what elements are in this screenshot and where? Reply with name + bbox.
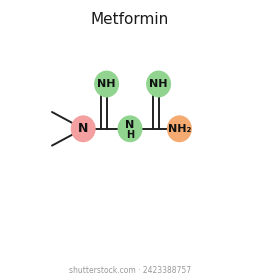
Circle shape	[146, 71, 171, 97]
Text: NH: NH	[149, 79, 168, 89]
Text: shutterstock.com · 2423388757: shutterstock.com · 2423388757	[69, 266, 191, 275]
Text: NH: NH	[97, 79, 116, 89]
Circle shape	[71, 115, 96, 142]
Circle shape	[94, 71, 119, 97]
Text: N: N	[125, 120, 135, 130]
Text: NH₂: NH₂	[168, 124, 191, 134]
Text: N: N	[78, 122, 88, 135]
Circle shape	[118, 115, 142, 142]
Text: H: H	[126, 130, 134, 140]
Text: Metformin: Metformin	[91, 12, 169, 27]
Circle shape	[167, 115, 192, 142]
